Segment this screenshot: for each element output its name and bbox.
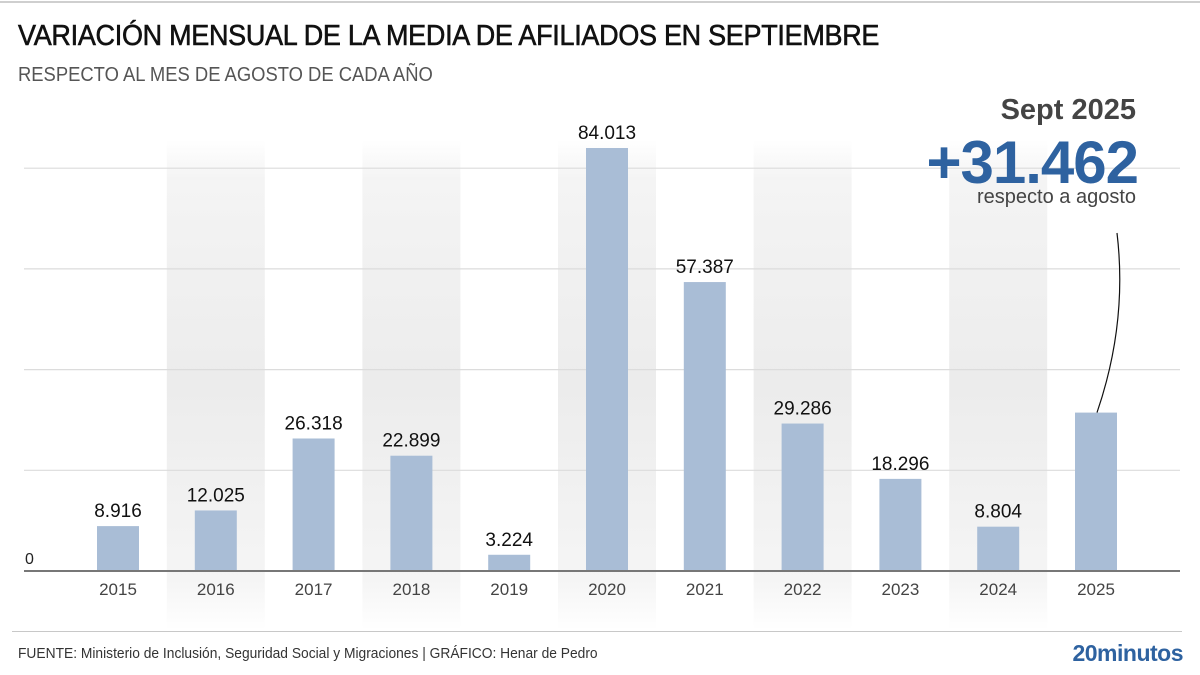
callout-leader-line [1096,232,1121,413]
bar-2025 [1075,412,1117,571]
x-tick-label-2024: 2024 [979,580,1017,599]
bar-2019 [488,554,531,571]
callout-note: respecto a agosto [977,186,1136,208]
x-tick-label-2015: 2015 [99,580,137,599]
bar-2017 [292,438,335,571]
x-axis-ticks: 2015 2016 2017 2018 2019 2020 2021 2022 2023 2024… [99,580,1115,599]
y-axis-ticks: 0 [25,551,34,568]
bar-2015 [97,526,139,571]
data-label-2021: 57.387 [676,257,734,278]
x-tick-label-2025: 2025 [1077,580,1115,599]
data-label-2015: 8.916 [94,501,142,522]
x-tick-label-2020: 2020 [588,580,626,599]
bar-2021 [683,282,726,571]
bar-2022 [781,423,824,571]
y-tick-label: 0 [25,551,34,568]
data-label-2016: 12.025 [187,485,245,506]
data-label-2017: 26.318 [285,413,343,434]
chart-subtitle: RESPECTO AL MES DE AGOSTO DE CADA AÑO [18,64,433,86]
x-tick-label-2018: 2018 [392,580,430,599]
data-label-2018: 22.899 [382,431,440,452]
top-rule [0,1,1200,3]
bar-2020 [586,148,628,571]
bar-2023 [879,478,922,571]
x-tick-label-2023: 2023 [881,580,919,599]
x-tick-label-2022: 2022 [784,580,822,599]
bar-2018 [390,455,433,571]
x-tick-label-2021: 2021 [686,580,724,599]
bars [97,148,1117,571]
footer-rule [12,631,1182,632]
data-label-2019: 3.224 [485,530,533,551]
x-tick-label-2017: 2017 [295,580,333,599]
bar-2016 [194,510,237,571]
callout-value: +31.462 [926,129,1139,196]
brand-logo: 20minutos [1072,640,1183,666]
chart-title: VARIACIÓN MENSUAL DE LA MEDIA DE AFILIAD… [18,20,880,53]
x-tick-label-2016: 2016 [197,580,235,599]
x-tick-label-2019: 2019 [490,580,528,599]
data-label-2023: 18.296 [871,454,929,475]
data-labels: 8.916 12.025 26.318 22.899 3.224 84.013 57.387… [94,123,1022,551]
data-label-2022: 29.286 [774,399,832,420]
data-label-2024: 8.804 [974,502,1022,523]
callout-label: Sept 2025 [1000,94,1136,126]
bar-2024 [977,526,1020,571]
footer-source: FUENTE: Ministerio de Inclusión, Segurid… [18,645,598,662]
data-label-2020: 84.013 [578,123,636,144]
